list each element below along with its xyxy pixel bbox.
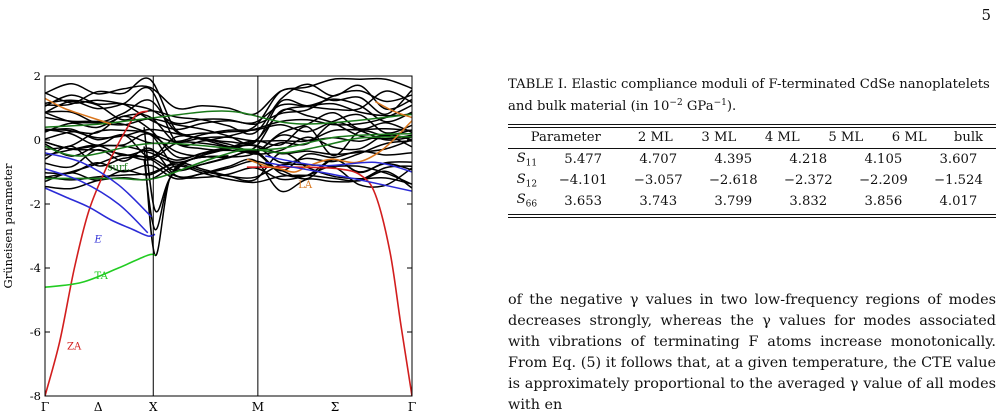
band-line (45, 89, 412, 126)
band-line (143, 155, 229, 231)
band-line (45, 108, 412, 153)
table-cell: 3.607 (939, 152, 978, 168)
grueneisen-figure: Grüneisen parameter 2 0 -2 -4 -6 -8 Γ Δ X M Σ Γ su… (1, 69, 416, 411)
table-cell: −3.057 (633, 172, 683, 188)
row-parameter: S12 (516, 171, 538, 190)
y-tick-label: -8 (30, 389, 41, 403)
series-line-e (45, 187, 156, 237)
y-tick-label: 2 (34, 69, 41, 83)
elastic-compliance-table: Parameter 2 ML 3 ML 4 ML 5 ML 6 ML bulk … (508, 124, 996, 218)
row-parameter: S11 (516, 151, 538, 169)
table-cell: −2.209 (858, 172, 908, 188)
table-bottom-rule (508, 213, 996, 218)
band-line (45, 152, 152, 218)
table-caption: TABLE I. Elastic compliance moduli of F-… (508, 75, 996, 116)
header-5ml: 5 ML (828, 130, 864, 145)
table-header-row: Parameter 2 ML 3 ML 4 ML 5 ML 6 ML bulk (508, 128, 996, 148)
band-line (45, 86, 412, 147)
x-tick-label: Σ (331, 400, 339, 411)
x-tick-label: X (149, 400, 158, 411)
band-line (45, 110, 412, 128)
annotation-la: LA (298, 180, 313, 191)
series-line-la (246, 120, 412, 173)
band-line (45, 97, 112, 125)
band-line (45, 132, 412, 157)
band-line (45, 163, 412, 185)
plot-area (44, 75, 413, 397)
y-tick-label: -6 (30, 325, 41, 339)
caption-prefix: TABLE I. Elastic compliance moduli of F-… (508, 77, 990, 114)
band-line (45, 127, 412, 145)
band-annotations: surf. LA E TA ZA (67, 162, 313, 352)
caption-exponent-1: −2 (669, 98, 683, 108)
table-top-rule (508, 124, 996, 128)
header-parameter: Parameter (530, 130, 601, 145)
table-cell: −1.524 (934, 172, 983, 188)
body-text: of the negative γ values in two low-freq… (508, 290, 996, 416)
header-bulk: bulk (953, 130, 984, 145)
annotation-za: ZA (67, 342, 82, 353)
band-lines (45, 77, 412, 396)
band-line (45, 83, 412, 135)
annotation-surf: surf. (107, 162, 130, 173)
band-line (45, 77, 412, 116)
caption-suffix: ). (726, 99, 737, 114)
table-cell: −2.372 (783, 172, 833, 188)
table-row: S11 5.477 4.707 4.395 4.218 4.105 3.607 (508, 149, 996, 170)
caption-unit: GPa (682, 99, 714, 114)
table-cell: 4.707 (639, 152, 678, 168)
band-line (45, 165, 412, 190)
y-axis-label: Grüneisen parameter (1, 163, 15, 288)
series-line-ta (45, 253, 156, 288)
table-cell: −4.101 (558, 172, 608, 188)
x-tick-label: M (252, 400, 264, 411)
row-parameter: S66 (516, 192, 538, 210)
y-tick-label: 0 (34, 133, 41, 147)
table-cell: 3.653 (564, 193, 603, 209)
table-row: S66 3.653 3.743 3.799 3.832 3.856 4.017 (508, 190, 996, 211)
band-line (265, 161, 412, 192)
band-line (265, 155, 412, 173)
band-line (45, 99, 412, 145)
annotation-e: E (94, 234, 103, 245)
header-3ml: 3 ML (701, 130, 737, 145)
body-paragraph: of the negative γ values in two low-freq… (508, 292, 996, 413)
table-cell: 4.017 (939, 193, 978, 209)
table-cell: 3.743 (639, 193, 678, 209)
table-cell: 4.218 (789, 152, 828, 168)
table-cell: 4.105 (864, 152, 903, 168)
band-line (45, 168, 149, 234)
table-cell: −2.618 (708, 172, 758, 188)
y-tick-label: -2 (30, 197, 41, 211)
page-number: 5 (981, 6, 991, 24)
table-cell: 3.856 (864, 193, 903, 209)
x-tick-label: Γ (41, 400, 49, 411)
header-4ml: 4 ML (764, 130, 800, 145)
table-row: S12 −4.101 −3.057 −2.618 −2.372 −2.209 −… (508, 170, 996, 191)
annotation-ta: TA (95, 271, 109, 282)
table-cell: 3.832 (789, 193, 828, 209)
caption-exponent-2: −1 (713, 98, 727, 108)
table-mid-rule (508, 148, 996, 149)
band-line (374, 100, 412, 119)
band-line (45, 121, 412, 158)
header-2ml: 2 ML (637, 130, 673, 145)
table-cell: 3.799 (714, 193, 753, 209)
table-cell: 4.395 (714, 152, 753, 168)
band-line (45, 129, 412, 159)
series-line-za (246, 166, 412, 396)
plot-frame (44, 75, 413, 397)
band-line (45, 112, 412, 154)
x-tick-label: Γ (408, 400, 416, 411)
header-6ml: 6 ML (891, 130, 927, 145)
band-line (45, 77, 412, 136)
x-tick-label: Δ (94, 400, 103, 411)
y-tick-label: -4 (30, 261, 41, 275)
table-cell: 5.477 (564, 152, 603, 168)
